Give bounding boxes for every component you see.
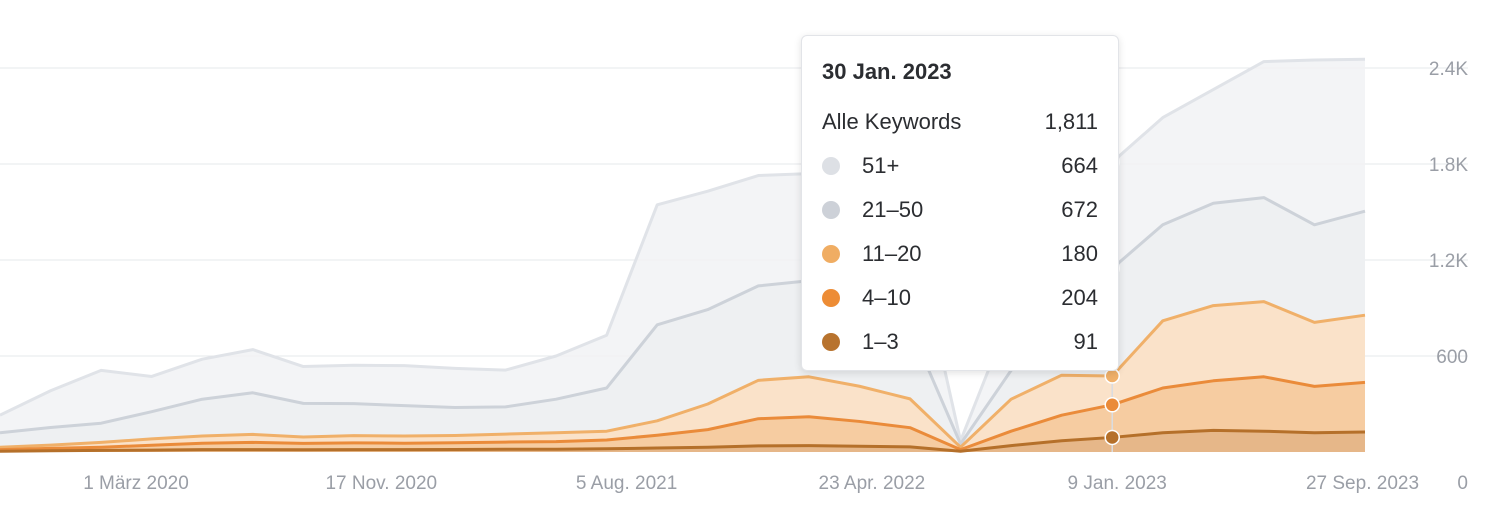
y-tick-label: 2.4K <box>1429 59 1468 80</box>
series-line-21–50 <box>0 196 1366 446</box>
tooltip-row-label: 4–10 <box>862 285 911 310</box>
hover-marker <box>1104 368 1120 384</box>
tooltip-row-label: 1–3 <box>862 329 899 354</box>
area-21–50 <box>0 197 1365 452</box>
tooltip-row-label: 21–50 <box>862 197 924 222</box>
tooltip-row-label: 51+ <box>862 153 900 178</box>
legend-dot-icon <box>822 245 840 263</box>
legend-dot-icon <box>822 333 840 351</box>
tooltip-row-1-3: 1–3 91 <box>822 320 1098 364</box>
series-line-1–3 <box>0 428 1366 453</box>
series-line-51+ <box>0 57 1366 443</box>
series-line-11–20 <box>0 300 1366 449</box>
y-axis-labels: 0 600 1.2K 1.8K 2.4K <box>1429 59 1468 494</box>
series-line-4–10 <box>0 375 1366 452</box>
hover-marker <box>1104 429 1120 446</box>
x-tick-label: 27 Sep. 2023 <box>1306 473 1419 494</box>
tooltip-row-value: 180 <box>1061 241 1098 266</box>
tooltip-row-label: 11–20 <box>862 241 922 266</box>
area-11–20 <box>0 301 1365 452</box>
x-tick-label: 9 Jan. 2023 <box>1068 473 1167 494</box>
x-tick-label: 1 März 2020 <box>83 473 189 494</box>
tooltip-row-51-plus: 51+ 664 <box>822 144 1098 188</box>
y-tick-label: 0 <box>1457 473 1468 494</box>
tooltip-row-4-10: 4–10 204 <box>822 276 1098 320</box>
y-tick-label: 600 <box>1436 347 1468 368</box>
area-4–10 <box>0 376 1365 452</box>
tooltip-row-value: 91 <box>1073 329 1098 354</box>
tooltip-date: 30 Jan. 2023 <box>822 59 952 84</box>
series-areas <box>0 57 1366 453</box>
area-1–3 <box>0 430 1365 452</box>
tooltip-row-21-50: 21–50 672 <box>822 188 1098 232</box>
tooltip-row-value: 204 <box>1061 285 1098 310</box>
hover-marker <box>1104 397 1120 413</box>
legend-dot-icon <box>822 289 840 307</box>
tooltip-total-row: Alle Keywords 1,811 <box>822 100 1098 144</box>
tooltip-row-value: 672 <box>1061 197 1098 222</box>
y-tick-label: 1.2K <box>1429 251 1468 272</box>
x-axis-labels: 1 März 2020 17 Nov. 2020 5 Aug. 2021 23 Apr… <box>83 473 1419 494</box>
tooltip-total-value: 1,811 <box>1044 109 1098 134</box>
legend-dot-icon <box>822 201 840 219</box>
x-tick-label: 23 Apr. 2022 <box>819 473 926 494</box>
y-tick-label: 1.8K <box>1429 155 1468 176</box>
x-tick-label: 5 Aug. 2021 <box>576 473 677 494</box>
tooltip-row-value: 664 <box>1061 153 1098 178</box>
legend-dot-icon <box>822 157 840 175</box>
tooltip-row-11-20: 11–20 180 <box>822 232 1098 276</box>
chart-tooltip: 30 Jan. 2023 Alle Keywords 1,811 51+ 664… <box>801 35 1119 371</box>
tooltip-total-label: Alle Keywords <box>822 109 962 134</box>
x-tick-label: 17 Nov. 2020 <box>325 473 437 494</box>
